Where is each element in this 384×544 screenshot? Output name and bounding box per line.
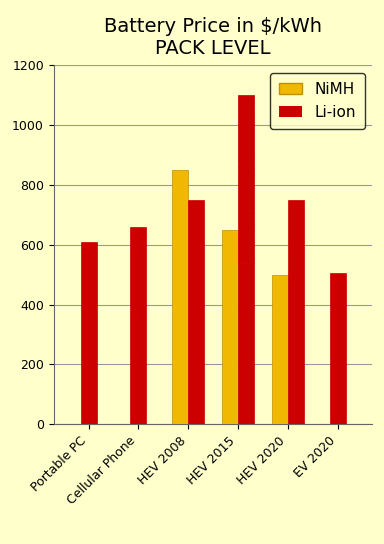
- Bar: [222, 230, 238, 424]
- Bar: [272, 275, 288, 424]
- Bar: [329, 273, 346, 424]
- Bar: [81, 242, 97, 424]
- Bar: [131, 227, 146, 424]
- Bar: [288, 200, 304, 424]
- Title: Battery Price in $/kWh
PACK LEVEL: Battery Price in $/kWh PACK LEVEL: [104, 17, 322, 58]
- Bar: [188, 200, 204, 424]
- Bar: [172, 170, 188, 424]
- Bar: [238, 95, 254, 263]
- Bar: [238, 263, 254, 424]
- Legend: NiMH, Li-ion: NiMH, Li-ion: [270, 73, 365, 129]
